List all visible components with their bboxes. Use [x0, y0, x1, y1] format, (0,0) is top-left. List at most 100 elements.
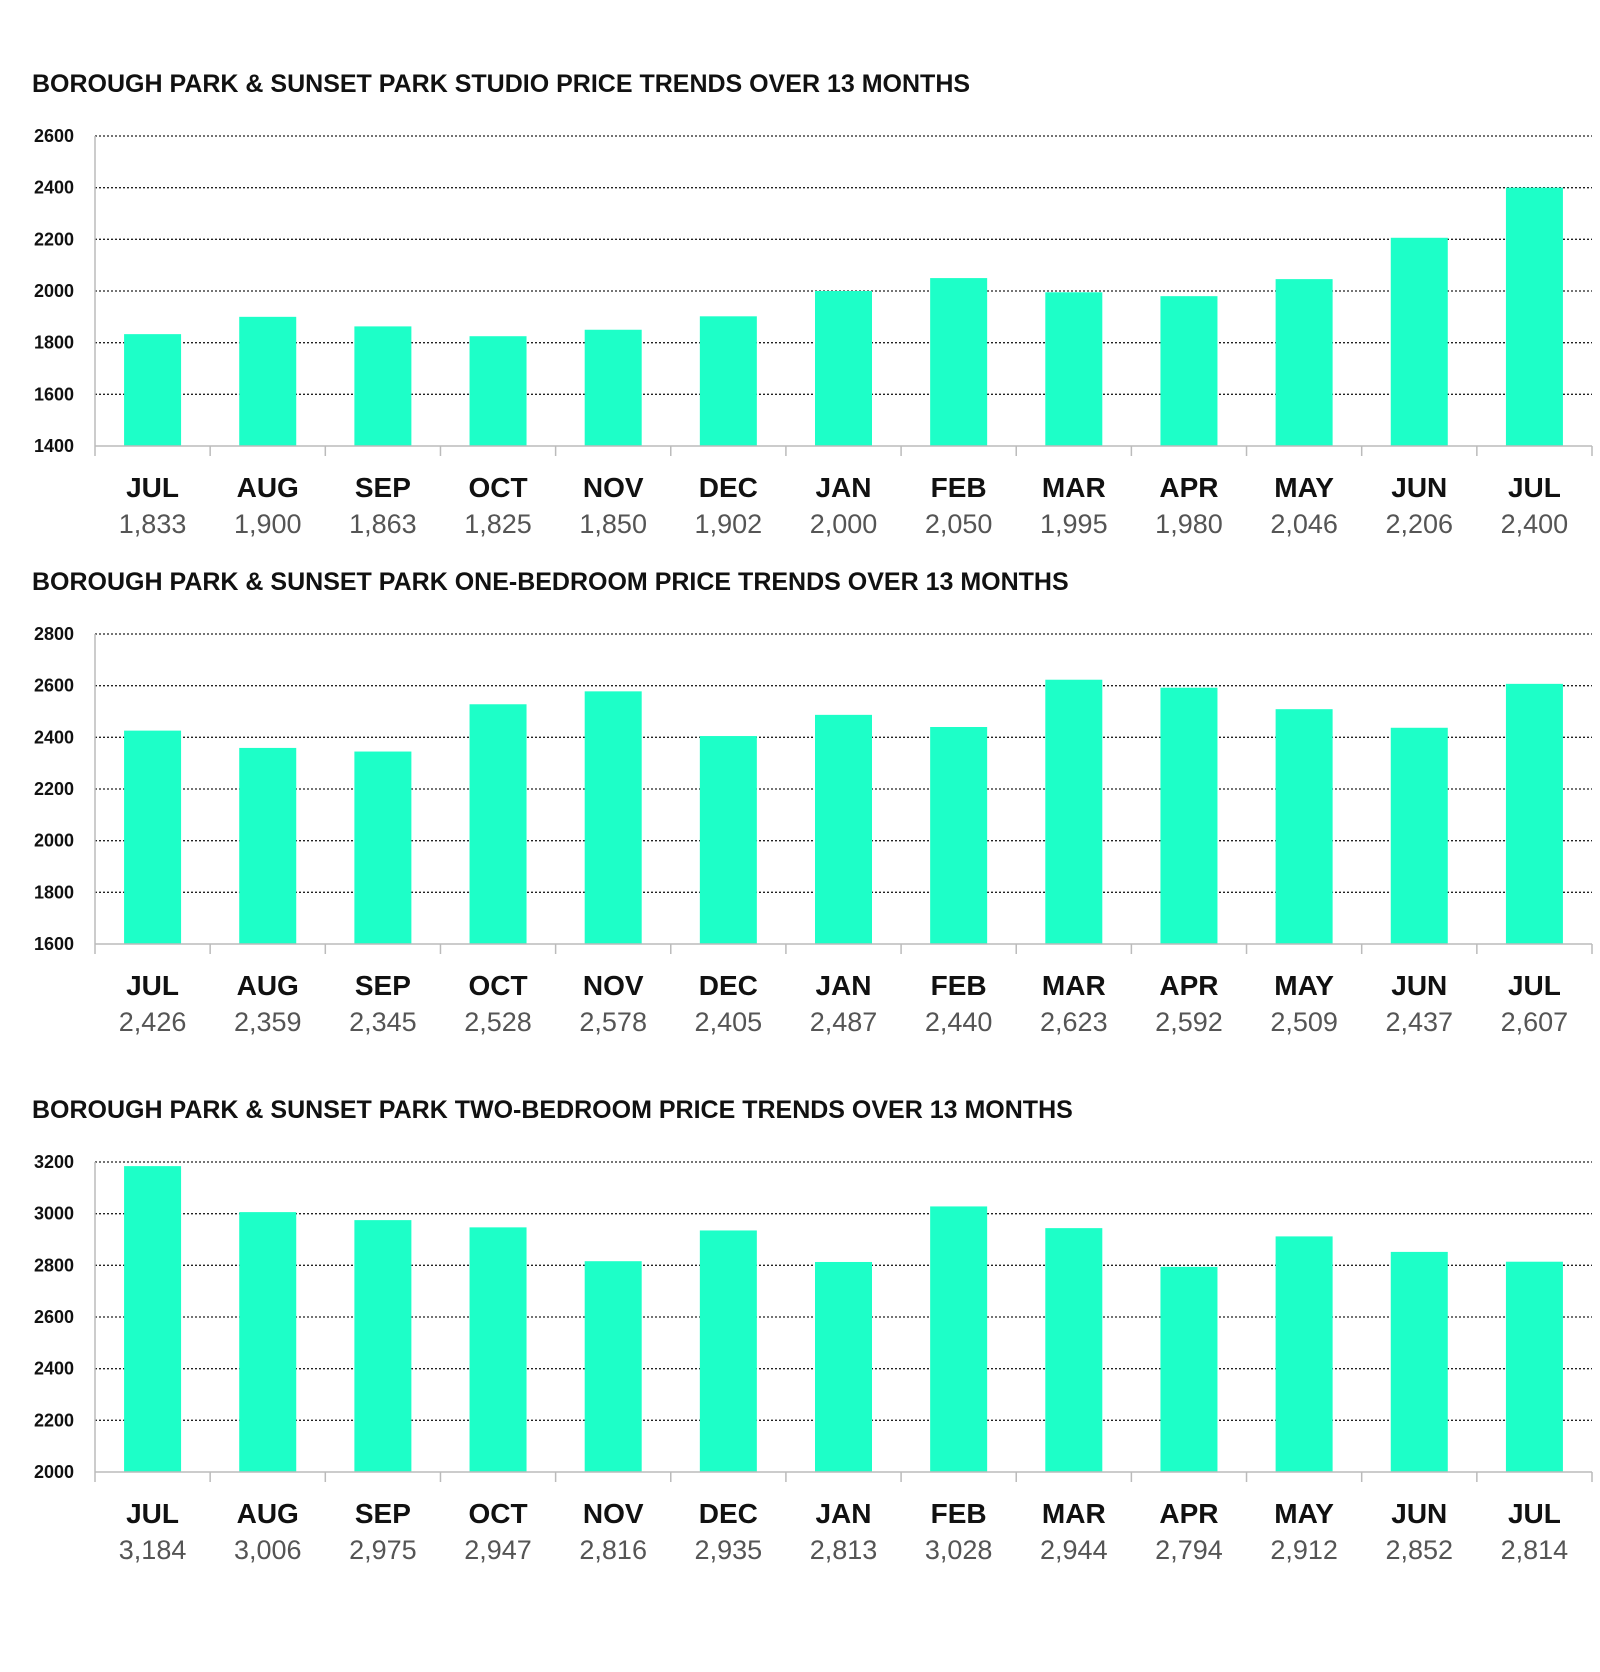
studio-chart: BOROUGH PARK & SUNSET PARK STUDIO PRICE …: [0, 60, 1600, 580]
bar-mar-8: [1045, 1228, 1103, 1472]
x-tick-label: APR: [1159, 472, 1218, 503]
bar-oct-3: [469, 336, 527, 446]
x-tick-label: APR: [1159, 970, 1218, 1001]
x-tick-label: OCT: [468, 1498, 527, 1529]
x-tick-label: JAN: [815, 1498, 871, 1529]
data-value-label: 2,359: [234, 1007, 302, 1037]
x-tick-label: MAY: [1274, 472, 1334, 503]
data-value-label: 2,944: [1040, 1535, 1108, 1565]
x-tick-label: DEC: [699, 472, 758, 503]
two-bedroom-chart-svg: BOROUGH PARK & SUNSET PARK TWO-BEDROOM P…: [32, 1096, 1593, 1565]
chart-title: BOROUGH PARK & SUNSET PARK STUDIO PRICE …: [32, 70, 970, 98]
data-value-label: 1,995: [1040, 509, 1108, 539]
data-value-label: 2,050: [925, 509, 993, 539]
data-value-label: 3,184: [119, 1535, 187, 1565]
x-tick-label: MAY: [1274, 1498, 1334, 1529]
y-tick-label: 1800: [34, 882, 74, 902]
data-value-label: 2,912: [1270, 1535, 1338, 1565]
x-tick-label: JUL: [1508, 970, 1561, 1001]
data-value-label: 2,814: [1501, 1535, 1569, 1565]
one-bedroom-chart-svg: BOROUGH PARK & SUNSET PARK ONE-BEDROOM P…: [32, 568, 1593, 1037]
data-value-label: 2,487: [810, 1007, 878, 1037]
x-tick-label: OCT: [468, 472, 527, 503]
y-tick-label: 2400: [34, 178, 74, 198]
bar-aug-1: [239, 316, 297, 446]
bar-jun-11: [1390, 1251, 1448, 1472]
x-tick-label: AUG: [237, 1498, 299, 1529]
bar-may-10: [1275, 1236, 1333, 1472]
bar-apr-9: [1160, 687, 1218, 944]
two-bedroom-chart: BOROUGH PARK & SUNSET PARK TWO-BEDROOM P…: [0, 1086, 1600, 1606]
bar-jul-0: [124, 730, 182, 944]
x-tick-label: FEB: [931, 472, 987, 503]
data-value-label: 2,852: [1385, 1535, 1453, 1565]
y-tick-label: 2800: [34, 624, 74, 644]
bar-feb-7: [930, 1206, 988, 1472]
data-value-label: 2,405: [695, 1007, 763, 1037]
data-value-label: 2,947: [464, 1535, 532, 1565]
data-value-label: 2,592: [1155, 1007, 1223, 1037]
data-value-label: 3,006: [234, 1535, 302, 1565]
data-value-label: 2,528: [464, 1007, 532, 1037]
bar-aug-1: [239, 1212, 297, 1472]
bar-mar-8: [1045, 292, 1103, 446]
one-bedroom-chart: BOROUGH PARK & SUNSET PARK ONE-BEDROOM P…: [0, 558, 1600, 1078]
bar-feb-7: [930, 727, 988, 944]
bar-oct-3: [469, 1227, 527, 1472]
y-tick-label: 1400: [34, 436, 74, 456]
bar-jul-12: [1505, 683, 1563, 944]
y-tick-label: 2600: [34, 1307, 74, 1327]
x-tick-label: JAN: [815, 472, 871, 503]
data-value-label: 2,206: [1385, 509, 1453, 539]
data-value-label: 2,440: [925, 1007, 993, 1037]
bar-jan-6: [815, 1261, 872, 1472]
data-value-label: 3,028: [925, 1535, 993, 1565]
x-tick-label: MAR: [1042, 970, 1106, 1001]
bar-nov-4: [584, 1261, 642, 1472]
bar-dec-5: [699, 736, 757, 944]
data-value-label: 2,975: [349, 1535, 417, 1565]
y-tick-label: 2200: [34, 1410, 74, 1430]
bar-dec-5: [699, 316, 757, 446]
bar-oct-3: [469, 704, 527, 944]
chart-title: BOROUGH PARK & SUNSET PARK ONE-BEDROOM P…: [32, 568, 1069, 596]
y-tick-label: 1800: [34, 333, 74, 353]
y-tick-label: 2000: [34, 281, 74, 301]
x-tick-label: NOV: [583, 1498, 644, 1529]
x-tick-label: APR: [1159, 1498, 1218, 1529]
bar-aug-1: [239, 747, 297, 944]
bar-nov-4: [584, 329, 642, 446]
bar-nov-4: [584, 691, 642, 944]
x-tick-label: DEC: [699, 1498, 758, 1529]
data-value-label: 2,426: [119, 1007, 187, 1037]
x-tick-label: MAR: [1042, 472, 1106, 503]
y-tick-label: 2000: [34, 831, 74, 851]
x-tick-label: JUN: [1391, 1498, 1447, 1529]
y-tick-label: 2600: [34, 126, 74, 146]
bar-jun-11: [1390, 727, 1448, 944]
x-tick-label: JAN: [815, 970, 871, 1001]
studio-chart-svg: BOROUGH PARK & SUNSET PARK STUDIO PRICE …: [32, 70, 1593, 539]
x-tick-label: FEB: [931, 970, 987, 1001]
data-value-label: 1,850: [579, 509, 647, 539]
y-tick-label: 2200: [34, 779, 74, 799]
bar-feb-7: [930, 278, 988, 446]
data-value-label: 2,046: [1270, 509, 1338, 539]
data-value-label: 2,794: [1155, 1535, 1223, 1565]
y-tick-label: 2600: [34, 676, 74, 696]
y-tick-label: 3200: [34, 1152, 74, 1172]
y-tick-label: 2800: [34, 1255, 74, 1275]
x-tick-label: FEB: [931, 1498, 987, 1529]
data-value-label: 2,935: [695, 1535, 763, 1565]
data-value-label: 1,900: [234, 509, 302, 539]
x-tick-label: NOV: [583, 970, 644, 1001]
x-tick-label: NOV: [583, 472, 644, 503]
x-tick-label: AUG: [237, 472, 299, 503]
x-tick-label: JUN: [1391, 970, 1447, 1001]
bar-sep-2: [354, 751, 412, 944]
x-tick-label: SEP: [355, 1498, 411, 1529]
bar-sep-2: [354, 326, 412, 446]
y-tick-label: 2400: [34, 727, 74, 747]
bar-may-10: [1275, 279, 1333, 446]
